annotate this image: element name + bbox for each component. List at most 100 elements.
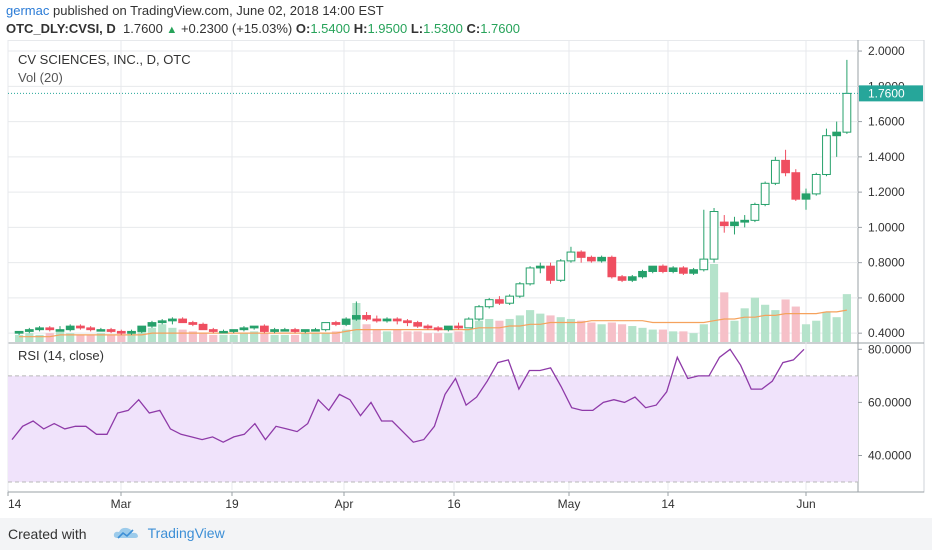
candle-body: [127, 330, 136, 334]
price-tick-label: 0.4000: [868, 326, 905, 340]
x-tick-label: Apr: [335, 497, 354, 511]
volume-bar: [464, 329, 473, 342]
volume-bar: [260, 333, 269, 342]
candle-body: [505, 295, 515, 304]
candle-body: [249, 325, 259, 329]
volume-bar: [66, 333, 75, 342]
x-tick-label: Jun: [796, 497, 815, 511]
volume-bar: [168, 327, 177, 342]
publish-line: germac published on TradingView.com, Jun…: [6, 3, 384, 18]
candle-body: [842, 92, 852, 133]
last-price-tag: [859, 85, 923, 102]
volume-bar: [413, 331, 422, 342]
chart-title: CV SCIENCES, INC., D, OTC: [18, 52, 191, 67]
candle-body: [35, 327, 44, 331]
candle-body: [597, 256, 607, 262]
candle-body: [699, 258, 709, 271]
brand-label: TradingView: [147, 525, 225, 541]
candle-body: [535, 265, 545, 269]
published-text: published on TradingView.com, June 02, 2…: [52, 3, 384, 18]
rsi-title: RSI (14, close): [18, 348, 104, 363]
volume-bar: [106, 334, 116, 342]
candle-body: [300, 329, 310, 332]
candle-body: [157, 320, 167, 324]
volume-bar: [342, 329, 351, 342]
volume-bar: [720, 292, 729, 342]
candle-body: [280, 329, 290, 332]
x-tick-label: 16: [447, 497, 461, 511]
high-value: 1.9500: [367, 21, 408, 36]
last-price: 1.7600: [123, 21, 163, 36]
candle-body: [137, 325, 147, 332]
volume-bar: [485, 318, 494, 342]
candle-body: [96, 329, 106, 332]
volume-bar: [454, 331, 463, 342]
candle-body: [627, 276, 637, 281]
volume-bar: [658, 329, 668, 342]
volume-bar: [699, 324, 708, 342]
candle-body: [311, 329, 320, 332]
volume-bar: [331, 331, 341, 342]
volume-bar: [689, 333, 698, 342]
volume-bar: [35, 334, 44, 342]
candle-body: [443, 325, 453, 331]
volume-bar: [15, 334, 24, 342]
candle-body: [331, 322, 341, 325]
volume-bar: [771, 310, 780, 342]
candle-body: [290, 329, 300, 332]
volume-bar: [669, 331, 678, 342]
volume-bar: [709, 264, 719, 342]
candle-body: [382, 318, 392, 322]
candle-body: [740, 219, 750, 223]
volume-bar: [812, 320, 821, 342]
candle-body: [188, 322, 198, 325]
volume-bar: [239, 333, 249, 342]
volume-bar: [444, 333, 453, 342]
candle-body: [392, 318, 402, 322]
tradingview-cloud-icon: [113, 527, 138, 539]
volume-bar: [832, 317, 841, 342]
candle-body: [576, 251, 586, 258]
candle-body: [341, 318, 351, 325]
volume-bar: [495, 320, 504, 342]
volume-bar: [781, 299, 790, 342]
volume-bar: [607, 322, 616, 342]
candle-body: [811, 173, 821, 195]
price-chart[interactable]: 2.00001.80001.60001.40001.20001.00000.80…: [0, 40, 932, 518]
volume-bar: [45, 333, 54, 342]
volume-bar: [740, 308, 749, 342]
candle-body: [106, 329, 116, 332]
volume-bar: [515, 315, 524, 342]
candle-body: [55, 329, 65, 332]
candle-body: [239, 327, 249, 331]
volume-bar: [730, 320, 739, 342]
rsi-tick-label: 60.0000: [868, 395, 912, 409]
volume-bar: [597, 324, 606, 342]
volume-bar: [761, 304, 770, 342]
volume-bar: [229, 334, 238, 342]
candle-body: [822, 135, 831, 175]
candle-body: [781, 159, 790, 174]
volume-bar: [617, 324, 627, 342]
volume-bar: [628, 326, 637, 342]
symbol-label: OTC_DLY:CVSI, D: [6, 21, 116, 36]
volume-bar: [842, 294, 851, 342]
rsi-tick-label: 80.0000: [868, 342, 912, 356]
created-with-text: Created with: [8, 526, 87, 542]
footer-bar: Created with TradingView: [0, 518, 932, 550]
volume-bar: [25, 333, 34, 342]
high-label: H:: [353, 21, 368, 36]
volume-bar: [536, 313, 545, 342]
volume-bar: [382, 331, 392, 342]
price-tick-label: 2.0000: [868, 44, 905, 58]
volume-bar: [362, 324, 371, 342]
author-link[interactable]: germac: [6, 3, 50, 18]
tradingview-brand[interactable]: TradingView: [112, 525, 225, 541]
price-tick-label: 1.6000: [868, 115, 905, 129]
volume-bar: [505, 318, 514, 342]
volume-bar: [188, 331, 197, 342]
candle-body: [556, 260, 566, 281]
x-tick-label: Mar: [111, 497, 132, 511]
low-label: L:: [410, 21, 424, 36]
candle-body: [413, 322, 423, 327]
